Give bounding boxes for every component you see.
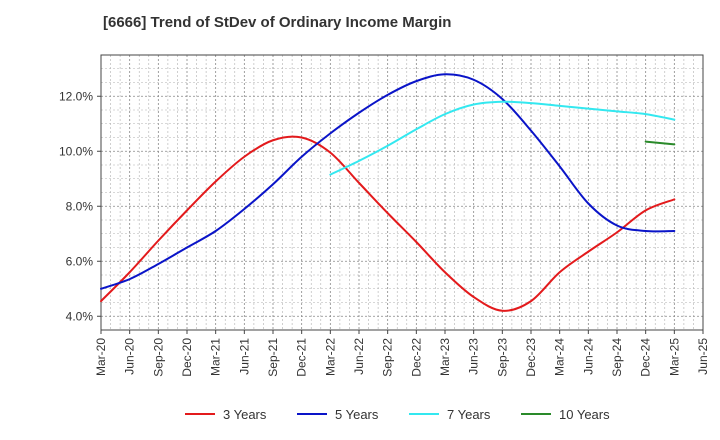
x-tick-label: Sep-22 <box>381 338 395 377</box>
x-tick-label: Sep-23 <box>495 338 509 377</box>
x-tick-label: Mar-20 <box>94 338 108 376</box>
y-tick-label: 12.0% <box>59 89 93 103</box>
series-line-5-years <box>100 73 676 290</box>
x-tick-label: Mar-25 <box>667 338 681 376</box>
legend-label-7-years: 7 Years <box>447 407 491 422</box>
x-tick-label: Dec-22 <box>409 338 423 377</box>
legend-label-3-years: 3 Years <box>223 407 267 422</box>
x-tick-label: Jun-25 <box>696 338 710 375</box>
x-tick-label: Mar-24 <box>553 338 567 376</box>
legend-label-5-years: 5 Years <box>335 407 379 422</box>
x-tick-label: Dec-23 <box>524 338 538 377</box>
x-tick-label: Jun-22 <box>352 338 366 375</box>
y-tick-label: 8.0% <box>66 199 94 213</box>
y-tick-label: 6.0% <box>66 254 94 268</box>
series-line-10-years <box>644 140 676 146</box>
x-tick-label: Mar-23 <box>438 338 452 376</box>
x-tick-label: Sep-21 <box>266 338 280 377</box>
x-tick-label: Sep-20 <box>151 338 165 377</box>
y-tick-label: 10.0% <box>59 144 93 158</box>
x-tick-label: Mar-22 <box>323 338 337 376</box>
series-line-7-years <box>329 100 676 176</box>
x-tick-label: Jun-24 <box>581 338 595 375</box>
x-tick-label: Dec-20 <box>180 338 194 377</box>
chart-title: [6666] Trend of StDev of Ordinary Income… <box>103 14 452 31</box>
x-tick-label: Sep-24 <box>610 338 624 377</box>
x-tick-label: Jun-23 <box>467 338 481 375</box>
plot-frame <box>100 54 704 331</box>
series-line-3-years <box>100 135 676 312</box>
x-tick-label: Dec-21 <box>295 338 309 377</box>
x-tick-label: Mar-21 <box>209 338 223 376</box>
x-tick-label: Jun-21 <box>237 338 251 375</box>
y-tick-label: 4.0% <box>66 309 94 323</box>
x-tick-label: Dec-24 <box>639 338 653 377</box>
x-tick-label: Jun-20 <box>123 338 137 375</box>
legend-label-10-years: 10 Years <box>559 407 610 422</box>
